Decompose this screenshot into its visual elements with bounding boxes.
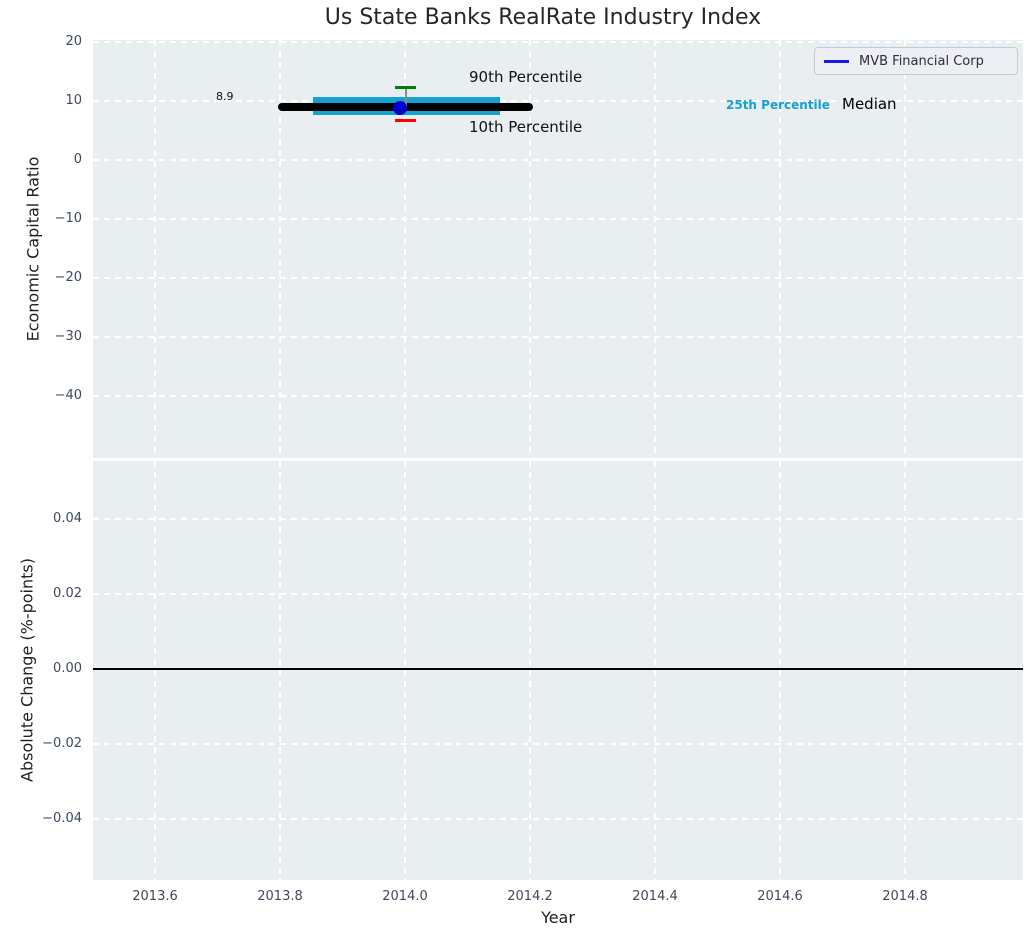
y-tick-label: 10 (65, 93, 82, 108)
y-tick-label: −10 (54, 211, 82, 226)
chart-title: Us State Banks RealRate Industry Index (324, 5, 762, 30)
gridline (93, 336, 1023, 338)
median-value-annotation: 8.9 (216, 90, 234, 103)
gridline (93, 218, 1023, 220)
x-axis-label: Year (541, 908, 575, 927)
y-tick-label: 0.04 (53, 511, 82, 526)
percentile-90-marker (395, 86, 416, 89)
gridline (529, 40, 531, 458)
y-tick-label: −20 (54, 270, 82, 285)
gridline (93, 518, 1023, 520)
gridline (154, 40, 156, 458)
gridline (654, 461, 656, 880)
x-tick-label: 2014.0 (382, 889, 428, 904)
y-tick-label: −40 (54, 388, 82, 403)
gridline (93, 818, 1023, 820)
percentile-25-annotation: 25th Percentile (726, 98, 830, 112)
gridline (904, 40, 906, 458)
x-tick-label: 2014.6 (757, 889, 803, 904)
gridline (904, 461, 906, 880)
gridline (93, 159, 1023, 161)
gridline (404, 40, 406, 458)
gridline (779, 461, 781, 880)
legend-box: MVB Financial Corp (814, 47, 1018, 75)
gridline (93, 277, 1023, 279)
legend-line-sample (824, 59, 849, 63)
gridline (93, 395, 1023, 397)
x-tick-label: 2014.2 (507, 889, 553, 904)
y-tick-label: 20 (65, 34, 82, 49)
y-axis-label-bottom: Absolute Change (%-points) (17, 558, 37, 782)
y-axis-label-top: Economic Capital Ratio (23, 156, 43, 342)
zero-baseline (93, 668, 1023, 670)
gridline (279, 40, 281, 458)
x-tick-label: 2014.8 (882, 889, 928, 904)
gridline (779, 40, 781, 458)
bottom-plot-area (93, 461, 1023, 880)
percentile-90-annotation: 90th Percentile (469, 68, 583, 86)
gridline (279, 461, 281, 880)
y-tick-label: −0.04 (42, 811, 82, 826)
x-tick-label: 2013.6 (132, 889, 178, 904)
y-tick-label: −0.02 (42, 736, 82, 751)
gridline (654, 40, 656, 458)
gridline (93, 41, 1023, 43)
gridline (93, 743, 1023, 745)
percentile-whisker (405, 88, 407, 108)
median-annotation: Median (842, 95, 897, 113)
y-tick-label: 0.00 (53, 661, 82, 676)
gridline (404, 461, 406, 880)
x-tick-label: 2013.8 (257, 889, 303, 904)
gridline (93, 593, 1023, 595)
gridline (529, 461, 531, 880)
y-tick-label: −30 (54, 329, 82, 344)
company-data-point (393, 101, 407, 115)
y-tick-label: 0 (73, 152, 82, 167)
top-plot-area: 8.9 90th Percentile 10th Percentile 25th… (93, 40, 1023, 458)
gridline (154, 461, 156, 880)
x-tick-label: 2014.4 (632, 889, 678, 904)
percentile-10-annotation: 10th Percentile (469, 118, 583, 136)
y-tick-label: 0.02 (53, 586, 82, 601)
percentile-10-marker (395, 119, 416, 122)
legend-label: MVB Financial Corp (859, 53, 984, 69)
gridline (93, 100, 1023, 102)
